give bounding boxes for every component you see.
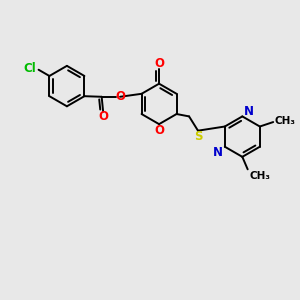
- Text: Cl: Cl: [23, 62, 36, 75]
- Text: O: O: [154, 124, 164, 137]
- Text: N: N: [244, 104, 254, 118]
- Text: O: O: [98, 110, 108, 124]
- Text: CH₃: CH₃: [249, 171, 270, 181]
- Text: N: N: [213, 146, 223, 159]
- Text: O: O: [154, 57, 164, 70]
- Text: S: S: [194, 130, 202, 142]
- Text: O: O: [115, 90, 125, 103]
- Text: CH₃: CH₃: [275, 116, 296, 127]
